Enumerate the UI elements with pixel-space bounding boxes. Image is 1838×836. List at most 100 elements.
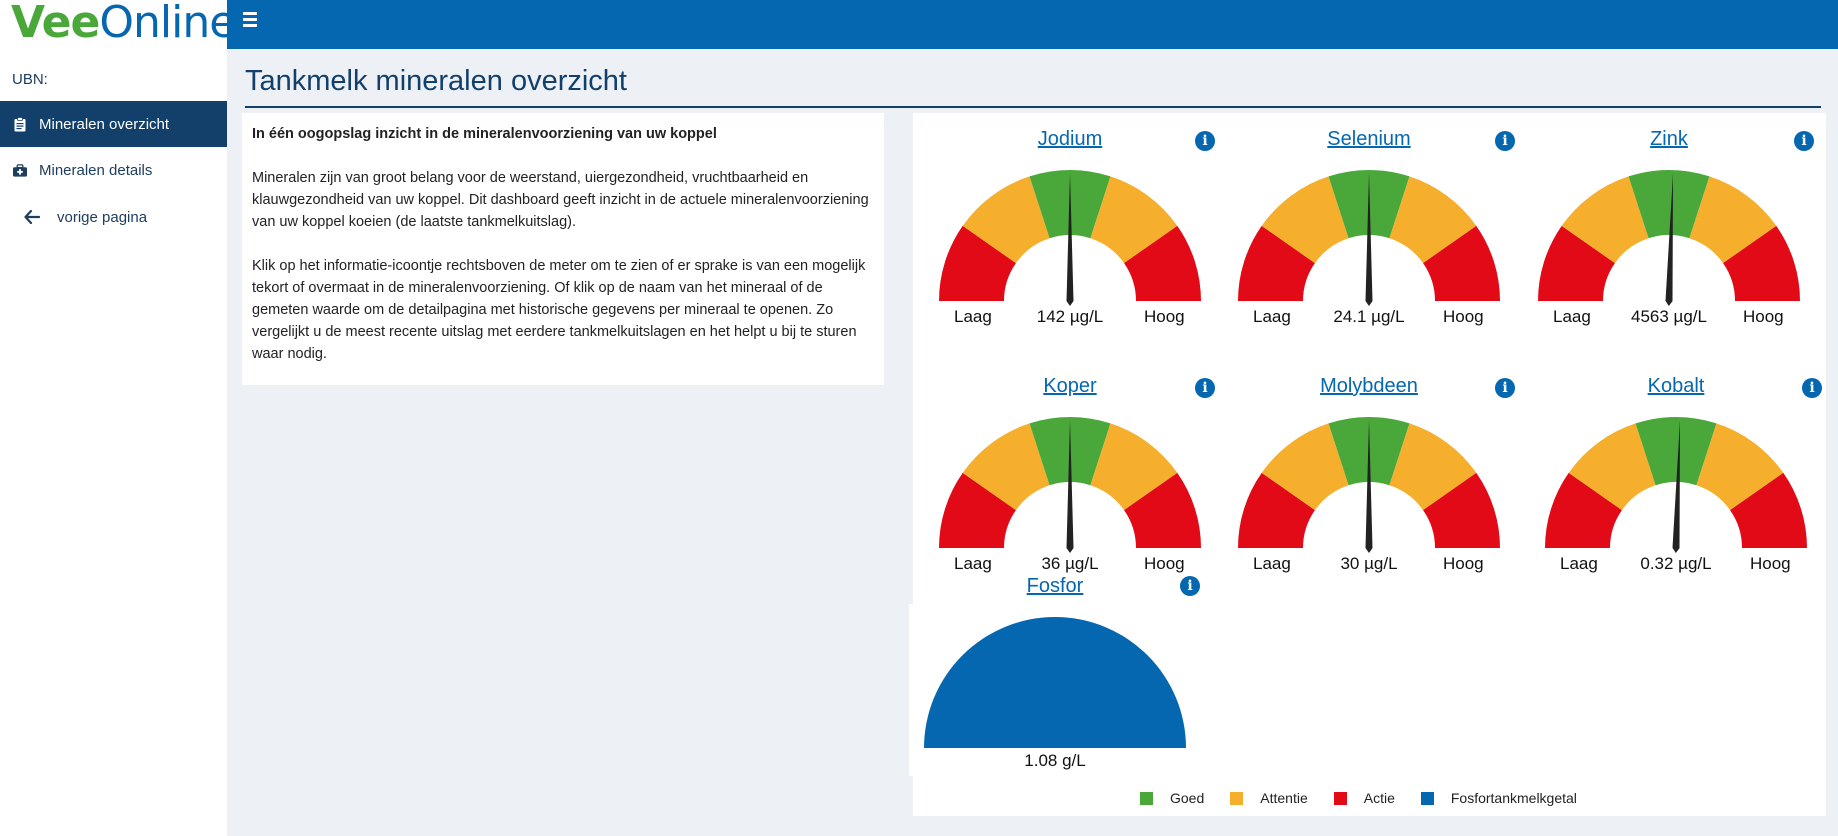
legend-item-goed: Goed [1140,790,1204,806]
segment-attentie-low [1261,176,1349,264]
gauge-value-link[interactable]: 24.1 µg/L [1333,307,1405,326]
legend-swatch [1333,791,1347,805]
intro-paragraph-2: Klik op het informatie-icoontje rechtsbo… [252,258,866,362]
info-icon[interactable]: i [1180,576,1200,596]
gauge-value-link[interactable]: 1.08 g/L [1024,751,1086,770]
logo-part-online: Online [99,0,236,48]
veeonline-logo[interactable]: VeeOnline [11,0,236,50]
gauge-koper: Koper i Laag 36 µg/L Hoog [925,365,1215,575]
segment-actie-low [939,472,1016,548]
legend-label: Attentie [1260,790,1308,806]
gauge-needle [1066,173,1074,306]
sidebar: VeeOnline UBN: Mineralen overzicht Miner… [0,0,236,836]
segment-attentie-low [1261,423,1349,511]
gauge-name-link[interactable]: Koper [1043,375,1097,397]
info-icon[interactable]: i [1195,131,1215,151]
gauge-dial [1238,170,1500,306]
intro-paragraph-1: Mineralen zijn van groot belang voor de … [252,170,869,230]
segment-actie-low [1238,225,1315,301]
gauge-fosfor: Fosfor i 1.08 g/L [910,568,1200,778]
gauge-needle [1066,420,1074,553]
segment-goed [1628,170,1710,239]
gauge-value-link[interactable]: 142 µg/L [1036,307,1104,326]
logo-part-vee: Vee [11,0,100,48]
legend-label: Goed [1170,790,1205,806]
segment-goed [1635,417,1717,486]
gauge-dial [1238,417,1500,553]
gauge-dial [939,170,1201,306]
legend-label: Actie [1363,790,1395,806]
segment-attentie-high [1696,423,1784,511]
gauge-molybdeen: Molybdeen i Laag 30 µg/L Hoog [1224,365,1515,575]
gauge-value-link[interactable]: 0.32 µg/L [1640,554,1712,573]
gauge-name-link[interactable]: Molybdeen [1320,375,1418,397]
info-icon[interactable]: i [1195,378,1215,398]
segment-attentie-high [1389,176,1477,264]
gauge-name-link[interactable]: Fosfor [1026,575,1084,597]
gauge-name-link[interactable]: Selenium [1327,128,1411,150]
medkit-icon [13,162,27,178]
gauge-selenium: Selenium i Laag 24.1 µg/L Hoog [1224,118,1515,328]
gauge-high-label: Hoog [1750,554,1791,573]
gauge-low-label: Laag [954,554,992,573]
info-icon[interactable]: i [1794,131,1814,151]
segment-actie-low [1538,225,1615,301]
legend-swatch [1420,791,1434,805]
segment-actie-high [1723,225,1800,301]
title-divider [245,106,1821,108]
legend-item-attentie: Attentie [1230,790,1308,806]
gauge-low-label: Laag [954,307,992,326]
gauge-low-label: Laag [1253,554,1291,573]
gauge-value-link[interactable]: 30 µg/L [1340,554,1398,573]
intro-card: In één oogopslag inzicht in de mineralen… [242,113,884,385]
gauge-name-link[interactable]: Zink [1650,128,1688,150]
gauge-value-link[interactable]: 4563 µg/L [1631,307,1707,326]
top-bar [227,0,1838,49]
gauge-high-label: Hoog [1443,554,1484,573]
clipboard-icon [13,116,27,132]
segment-actie-high [1730,472,1807,548]
segment-attentie-low [1561,176,1649,264]
fosfor-fill [924,617,1186,748]
info-icon[interactable]: i [1495,378,1515,398]
gauge-high-label: Hoog [1144,307,1185,326]
gauge-needle [1365,420,1373,553]
intro-lead: In één oogopslag inzicht in de mineralen… [252,126,717,142]
gauge-high-label: Hoog [1743,307,1784,326]
gauge-needle [1665,173,1674,306]
legend-swatch [1230,791,1244,805]
back-link-label: vorige pagina [57,208,148,226]
segment-actie-low [939,225,1016,301]
segment-attentie-low [962,423,1050,511]
gauge-low-label: Laag [1560,554,1598,573]
gauge-zink: Zink i Laag 4563 µg/L Hoog [1524,118,1814,328]
gauge-name-link[interactable]: Jodium [1037,128,1103,150]
sidebar-item-mineralen-details[interactable]: Mineralen details [0,147,227,193]
sidebar-item-label: Mineralen overzicht [39,115,170,133]
segment-attentie-high [1090,176,1178,264]
sidebar-item-mineralen-overzicht[interactable]: Mineralen overzicht [0,101,227,147]
hamburger-menu-icon[interactable] [243,12,257,30]
gauge-dial [1538,170,1800,306]
gauge-high-label: Hoog [1144,554,1185,573]
ubn-label: UBN: [12,71,48,88]
gauge-needle [1672,420,1681,553]
segment-attentie-low [962,176,1050,264]
segment-attentie-high [1689,176,1777,264]
gauge-high-label: Hoog [1443,307,1484,326]
sidebar-item-label: Mineralen details [39,161,153,179]
gauge-low-label: Laag [1253,307,1291,326]
back-link[interactable]: vorige pagina [0,200,227,234]
gauge-name-link[interactable]: Kobalt [1647,375,1705,397]
page-title: Tankmelk mineralen overzicht [245,65,627,97]
legend-item-fosfortankmelkgetal: Fosfortankmelkgetal [1420,790,1577,806]
gauge-value-link[interactable]: 36 µg/L [1041,554,1099,573]
segment-attentie-high [1090,423,1178,511]
legend: Goed Attentie Actie Fosfortankmelkgetal [1140,788,1603,808]
segment-attentie-low [1568,423,1656,511]
info-icon[interactable]: i [1802,378,1822,398]
info-icon[interactable]: i [1495,131,1515,151]
gauge-jodium: Jodium i Laag 142 µg/L Hoog [925,118,1215,328]
gauge-dial [939,417,1201,553]
segment-actie-high [1124,225,1201,301]
